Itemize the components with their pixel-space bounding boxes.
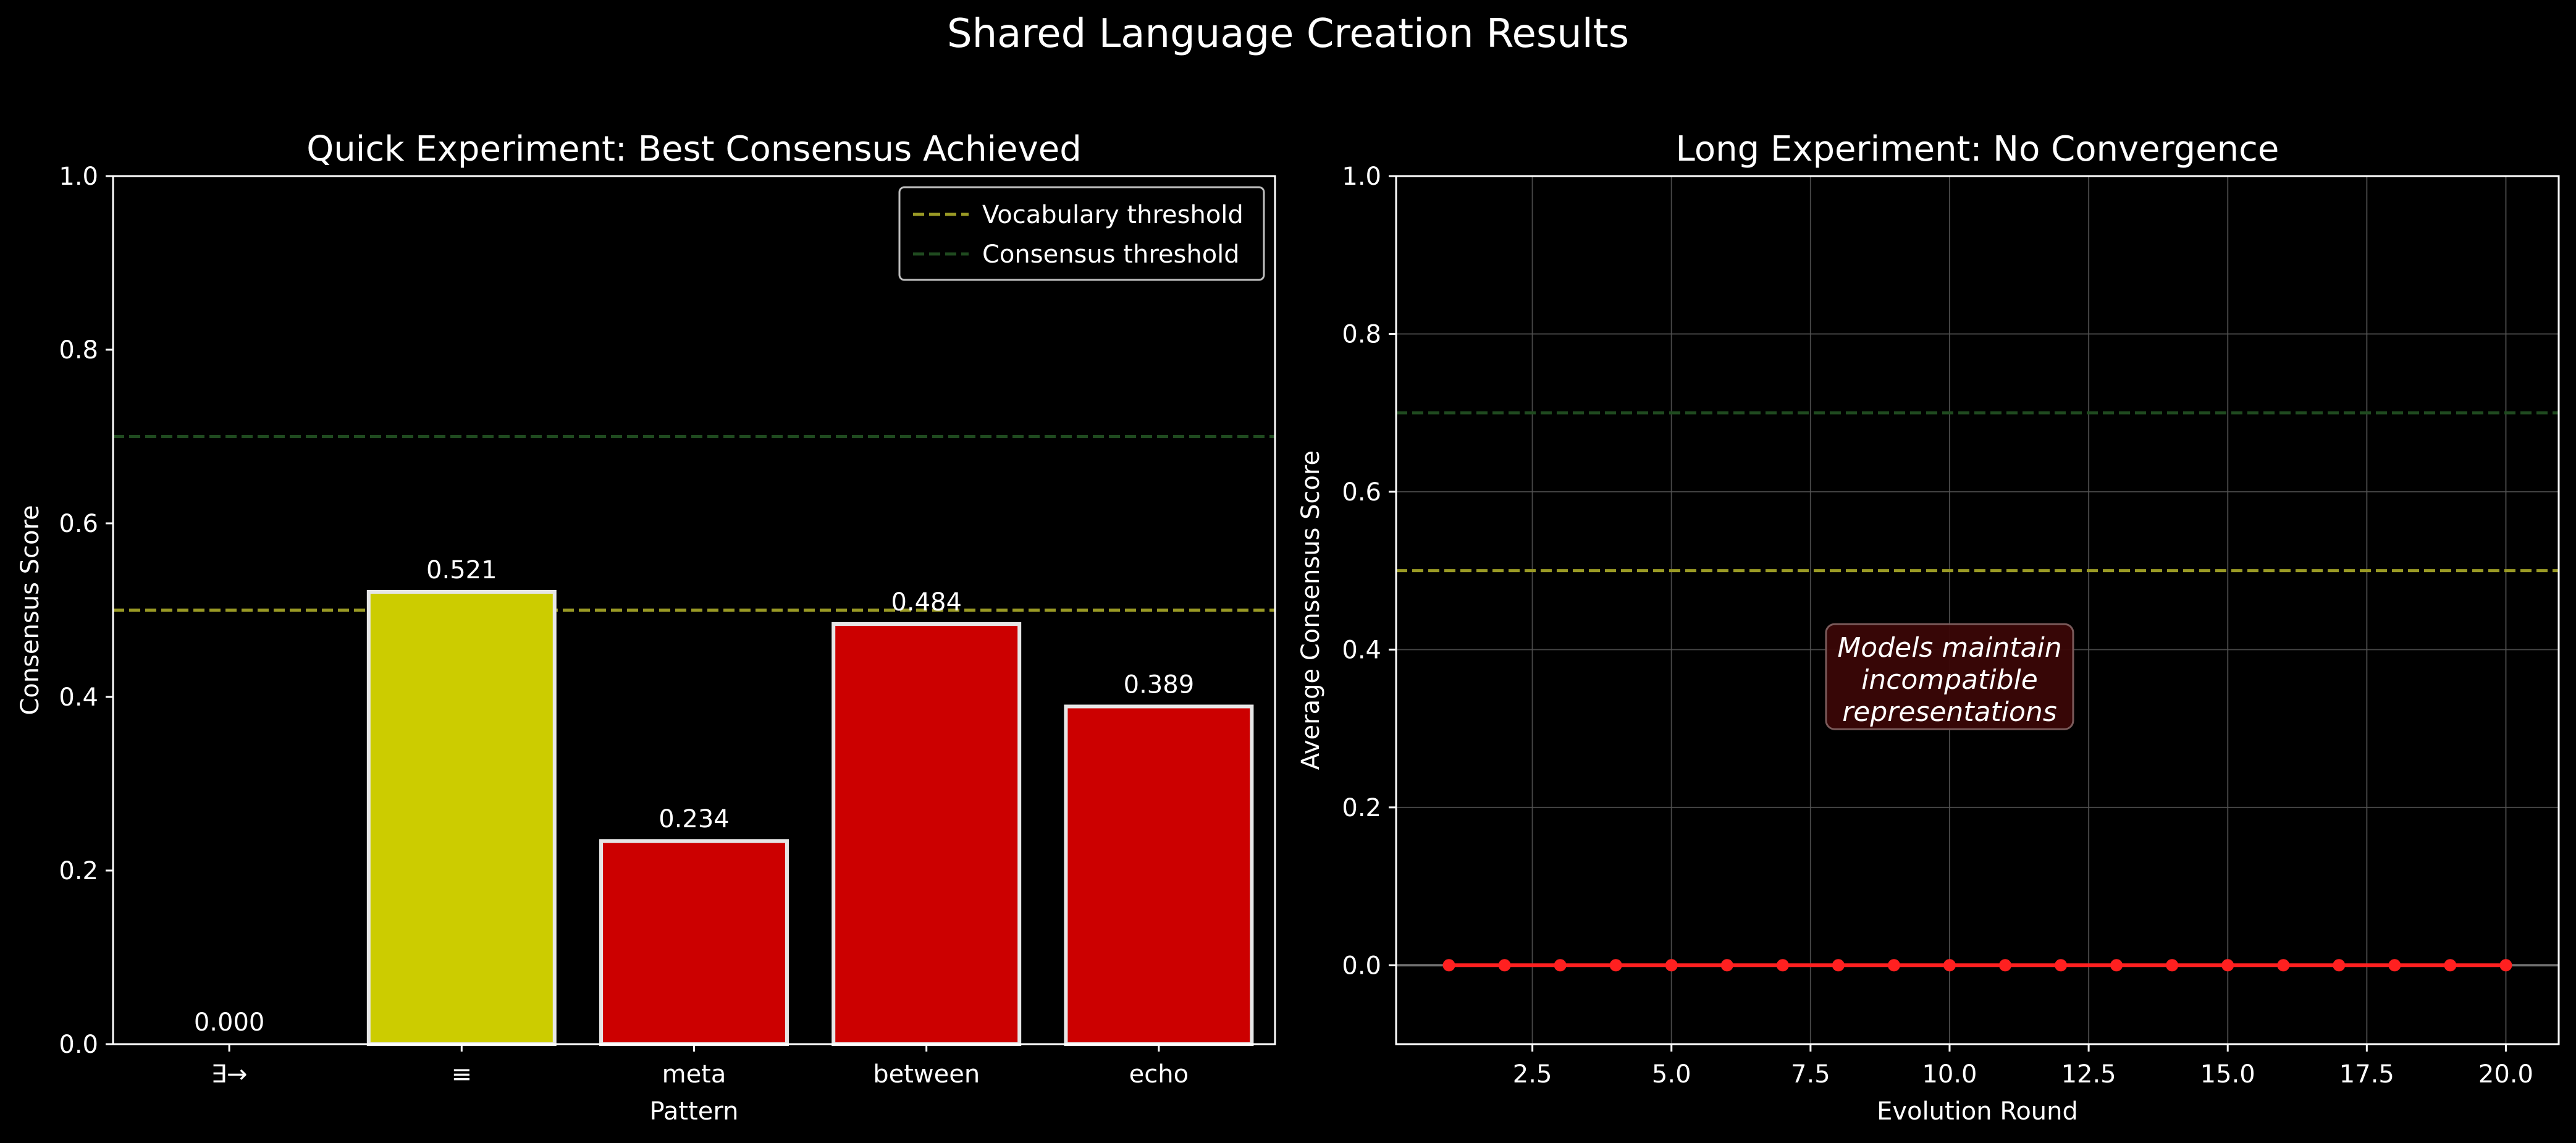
left-chart-title: Quick Experiment: Best Consensus Achieve… [306,129,1082,169]
y-tick-label: 0.2 [59,857,98,885]
bar-1 [366,589,557,1046]
bar-value-label: 0.234 [659,805,730,833]
data-point [2221,959,2234,972]
annotation-line-3: representations [1842,696,2057,728]
right-y-axis-ticks: 0.0 0.2 0.4 0.6 0.8 1.0 [1342,162,1396,980]
y-tick-label: 0.0 [1342,951,1381,980]
data-point [1609,959,1622,972]
x-tick-label: echo [1129,1060,1189,1089]
data-point [1554,959,1567,972]
x-tick-label: meta [662,1060,726,1089]
x-tick-label: 20.0 [2478,1060,2533,1089]
data-point [1442,959,1455,972]
data-point [1776,959,1789,972]
bar-4 [1064,704,1254,1046]
data-point [1832,959,1845,972]
x-tick-label: 12.5 [2061,1060,2116,1089]
right-series-consensus [1442,959,2512,972]
right-chart-title: Long Experiment: No Convergence [1676,129,2279,169]
data-point [2499,959,2512,972]
left-bar-value-labels: 0.000 0.521 0.234 0.484 0.389 [194,556,1194,1037]
data-point [1943,959,1956,972]
data-point [1498,959,1511,972]
data-point [1887,959,1900,972]
y-tick-label: 0.6 [1342,478,1381,507]
x-tick-label: 15.0 [2200,1060,2255,1089]
legend-box [898,186,1265,281]
right-axes-frame [1395,175,2560,1045]
right-x-axis-ticks: 2.5 5.0 7.5 10.0 12.5 15.0 17.5 20.0 [1513,1044,2533,1089]
x-tick-label: 7.5 [1791,1060,1830,1089]
data-point [2166,959,2179,972]
y-tick-label: 0.2 [1342,794,1381,822]
x-tick-label: 2.5 [1513,1060,1552,1089]
legend-label-vocabulary: Vocabulary threshold [982,201,1244,229]
figure-suptitle: Shared Language Creation Results [947,11,1629,57]
bar-2 [599,839,789,1046]
y-tick-label: 0.4 [59,683,98,712]
y-tick-label: 0.8 [59,336,98,365]
left-legend: Vocabulary threshold Consensus threshold [898,186,1265,281]
bar-value-label: 0.389 [1124,670,1195,699]
annotation-line-1: Models maintain [1837,632,2061,664]
annotation-background [1825,623,2074,730]
bar-value-label: 0.484 [891,588,962,617]
x-tick-label: between [873,1060,980,1089]
right-chart-panel: 0.0 0.2 0.4 0.6 0.8 1.0 2.5 5.0 7.5 10.0 12.5 15.0… [1297,129,2560,1126]
data-point [2444,959,2457,972]
bar-value-label: 0.521 [426,556,497,584]
y-tick-label: 0.0 [59,1031,98,1059]
data-point [2277,959,2290,972]
left-x-axis-label: Pattern [650,1097,739,1126]
left-bars [366,589,1254,1046]
data-point [1999,959,2012,972]
y-tick-label: 0.8 [1342,320,1381,348]
left-x-axis-ticks: ∃→ ≡ meta between echo [211,1044,1189,1089]
x-tick-label: ≡ [452,1060,473,1089]
left-y-axis-label: Consensus Score [16,505,44,715]
annotation-line-2: incompatible [1861,664,2038,696]
data-point [2388,959,2401,972]
left-threshold-lines [113,435,1275,612]
bar-3 [831,622,1022,1046]
right-y-axis-label: Average Consensus Score [1297,450,1325,770]
y-tick-label: 1.0 [59,162,98,191]
y-tick-label: 1.0 [1342,162,1381,191]
data-point [1665,959,1678,972]
x-tick-label: ∃→ [211,1060,248,1089]
data-point [2333,959,2346,972]
x-tick-label: 5.0 [1652,1060,1691,1089]
data-point [2055,959,2068,972]
y-tick-label: 0.4 [1342,636,1381,664]
left-y-axis-ticks: 0.0 0.2 0.4 0.6 0.8 1.0 [59,162,113,1059]
y-tick-label: 0.6 [59,510,98,538]
x-tick-label: 10.0 [1922,1060,1977,1089]
bar-value-label: 0.000 [194,1008,265,1037]
legend-label-consensus: Consensus threshold [982,240,1240,269]
x-tick-label: 17.5 [2339,1060,2394,1089]
data-point [1720,959,1733,972]
right-x-axis-label: Evolution Round [1877,1097,2078,1126]
annotation-box: Models maintain incompatible representat… [1825,623,2074,730]
data-point [2110,959,2123,972]
